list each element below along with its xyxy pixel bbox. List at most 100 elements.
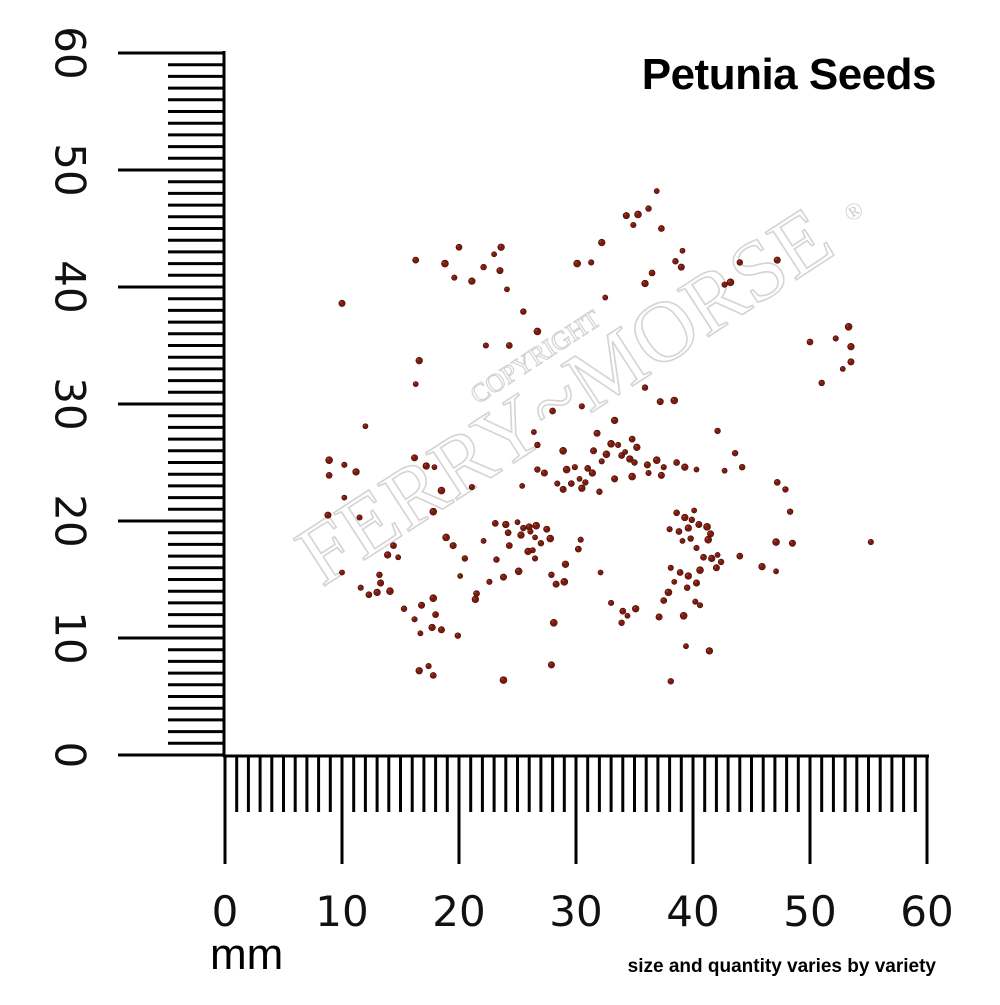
seed-highlight [656, 614, 659, 617]
seed-highlight [357, 515, 360, 518]
seed [818, 379, 825, 387]
seed-highlight [661, 465, 664, 468]
seed [548, 571, 555, 579]
product-title: Petunia Seeds [641, 50, 937, 99]
seed [491, 519, 499, 527]
seed-highlight [728, 280, 731, 283]
seed [325, 456, 333, 464]
seed-highlight [503, 522, 506, 525]
seed-highlight [679, 265, 682, 267]
seed [782, 486, 789, 493]
size-disclaimer: size and quantity varies by variety [627, 956, 936, 977]
seed-highlight [469, 278, 472, 281]
seed [471, 595, 480, 604]
seed [832, 335, 839, 342]
seed [451, 274, 458, 281]
vertical-ruler-labels: 0 10 20 30 40 50 60 [46, 26, 95, 768]
horizontal-ruler [223, 754, 929, 864]
seed-highlight [521, 526, 524, 528]
seed-highlight [525, 549, 528, 552]
seed [519, 482, 526, 489]
seed-highlight [645, 462, 648, 465]
seed-highlight [462, 556, 465, 559]
seed-highlight [501, 677, 504, 680]
seed [520, 524, 527, 532]
seed-highlight [340, 570, 342, 573]
seed-highlight [439, 488, 442, 491]
seed [559, 446, 567, 455]
seed [590, 447, 598, 455]
seed [653, 188, 660, 194]
seed [429, 672, 437, 679]
seed-highlight [715, 553, 718, 555]
seed [491, 251, 497, 258]
seed-highlight [418, 631, 421, 634]
seed [652, 456, 661, 464]
y-tick-label: 50 [46, 143, 95, 196]
seed [708, 554, 716, 563]
seed-highlight [549, 662, 552, 665]
seed [527, 528, 534, 535]
seed-highlight [539, 541, 541, 544]
seed [630, 221, 637, 229]
seed [517, 531, 525, 539]
seed-highlight [668, 679, 671, 682]
seed-highlight [484, 343, 486, 346]
seed [683, 584, 691, 591]
seed-highlight [412, 617, 415, 620]
seed-highlight [515, 520, 518, 523]
seed [547, 661, 555, 669]
seed [602, 294, 609, 301]
seed-highlight [625, 614, 628, 616]
seed-highlight [674, 460, 677, 463]
seed [552, 580, 560, 588]
seed [534, 441, 541, 449]
seed-highlight [528, 529, 531, 532]
seed [712, 564, 720, 572]
seed-highlight [426, 664, 429, 666]
seed-highlight [377, 572, 380, 575]
seed [468, 484, 475, 491]
seed [695, 521, 703, 529]
seed-highlight [353, 469, 356, 472]
seed-highlight [686, 525, 689, 528]
seed-highlight [701, 555, 704, 558]
seed [540, 469, 548, 477]
seed [731, 449, 739, 457]
seed [772, 538, 780, 546]
seed-highlight [633, 606, 636, 609]
seed [773, 568, 779, 575]
seed-highlight [516, 569, 519, 572]
seed-highlight [506, 530, 508, 533]
x-tick-label: 0 [212, 887, 239, 936]
seed [480, 537, 487, 544]
seed-highlight [599, 240, 602, 243]
seed [667, 678, 674, 685]
seed-highlight [819, 381, 822, 383]
seed [658, 225, 665, 232]
seed-highlight [708, 531, 711, 534]
seed [376, 571, 383, 579]
x-tick-label: 20 [432, 887, 485, 936]
seed-highlight [589, 260, 592, 263]
seed-highlight [674, 510, 677, 513]
seed [417, 630, 424, 637]
seed [418, 601, 426, 609]
seed-highlight [591, 448, 594, 451]
seed [377, 579, 385, 587]
horizontal-ruler-labels: 0 10 20 30 40 50 60 [212, 887, 954, 936]
seed-highlight [775, 480, 778, 483]
seed-highlight [547, 536, 551, 539]
seed-highlight [704, 524, 707, 527]
seed [574, 545, 582, 553]
seed-highlight [846, 324, 849, 327]
seed [633, 443, 641, 451]
seed-highlight [603, 295, 606, 298]
seed [543, 525, 551, 533]
seed-highlight [848, 344, 851, 347]
seed [618, 619, 625, 626]
seed [681, 463, 689, 471]
seed-highlight [474, 591, 477, 594]
seed [696, 566, 704, 574]
